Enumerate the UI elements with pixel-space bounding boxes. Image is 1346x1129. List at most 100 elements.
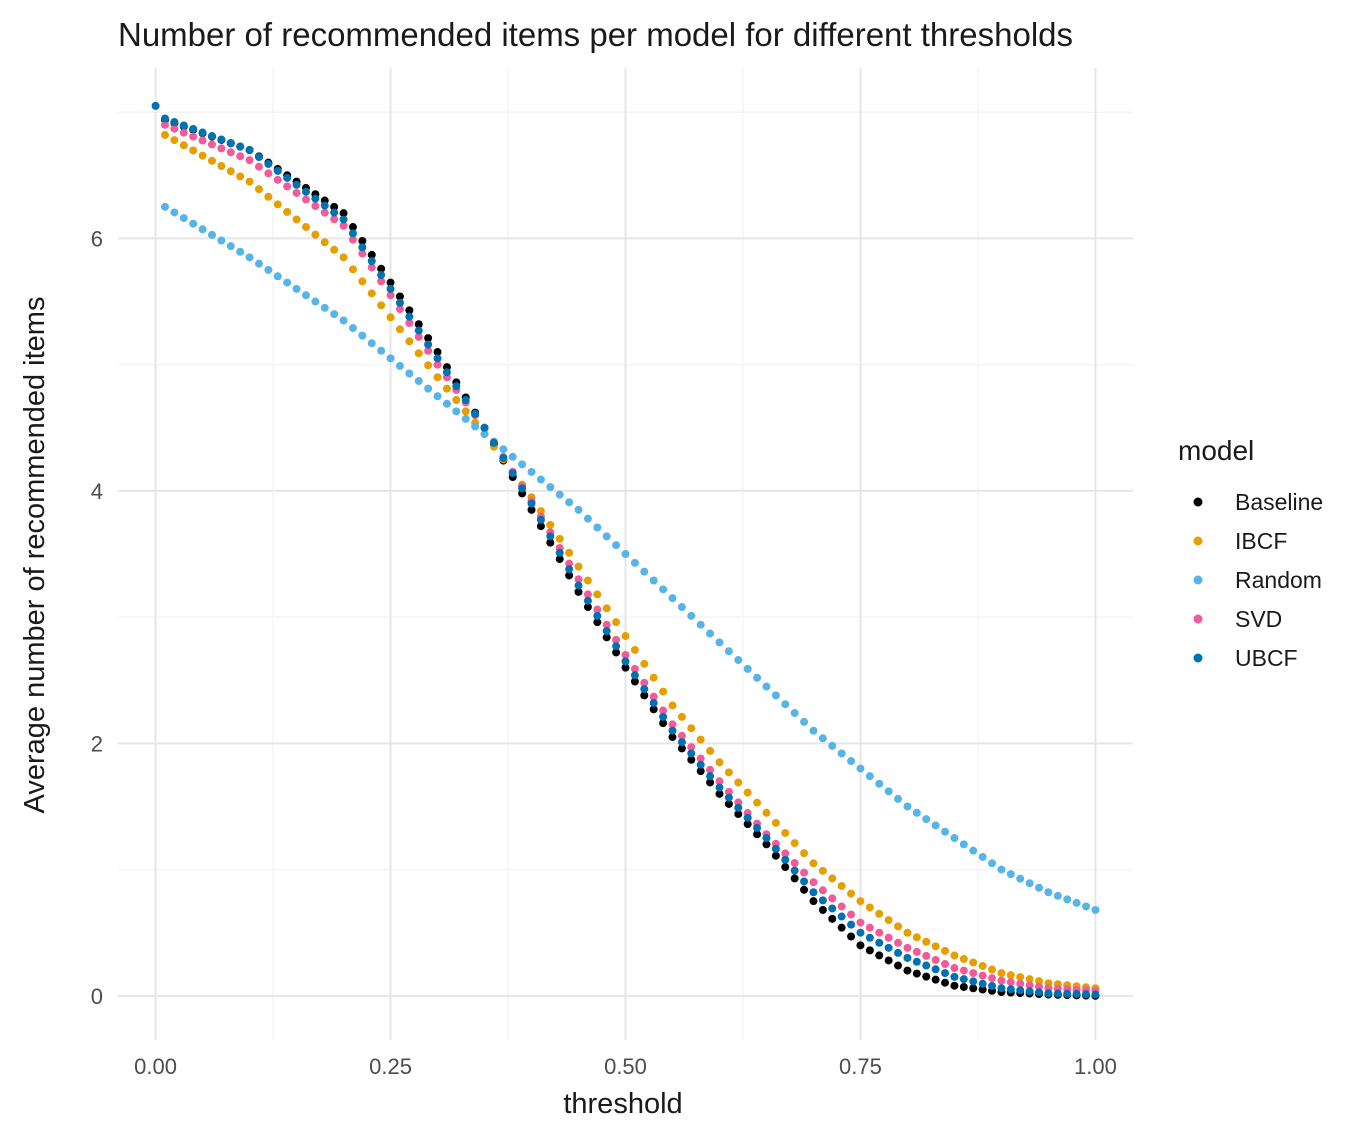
data-point: [781, 855, 790, 864]
data-point: [367, 250, 376, 259]
data-point: [254, 259, 263, 268]
data-point: [922, 815, 931, 824]
data-point: [668, 701, 677, 710]
data-point: [518, 484, 527, 493]
data-point: [471, 422, 480, 431]
data-point: [160, 120, 169, 129]
data-point: [593, 590, 602, 599]
data-point: [405, 306, 414, 315]
data-point: [536, 522, 545, 531]
data-point: [433, 354, 442, 363]
data-point: [724, 768, 733, 777]
data-point: [292, 188, 301, 197]
data-point: [301, 223, 310, 232]
data-point: [621, 550, 630, 558]
data-point: [696, 754, 705, 763]
data-point: [950, 834, 959, 843]
data-point: [931, 955, 940, 964]
data-point: [433, 392, 442, 401]
data-point: [254, 162, 263, 171]
data-point: [978, 962, 987, 971]
data-point: [386, 284, 395, 293]
data-point: [715, 783, 724, 792]
data-point: [414, 332, 423, 341]
data-point: [301, 195, 310, 204]
data-point: [452, 407, 461, 416]
data-point: [715, 638, 724, 647]
data-point: [583, 590, 592, 599]
data-point: [424, 361, 433, 370]
data-point: [283, 182, 292, 191]
x-axis-ticks: 0.00 0.25 0.50 0.75 1.00: [134, 1054, 1117, 1079]
data-point: [781, 828, 790, 837]
x-axis-title: threshold: [563, 1088, 682, 1120]
data-point: [207, 132, 216, 141]
data-point: [762, 682, 771, 691]
data-point: [602, 633, 611, 642]
data-point: [348, 324, 357, 333]
data-point: [950, 981, 959, 990]
data-point: [696, 767, 705, 776]
data-point: [959, 975, 968, 984]
data-point: [687, 749, 696, 758]
data-point: [875, 928, 884, 937]
data-point: [668, 733, 677, 742]
data-point: [941, 969, 950, 978]
data-point: [884, 956, 893, 965]
data-point: [358, 249, 367, 258]
data-point: [292, 215, 301, 224]
legend-label: Baseline: [1235, 489, 1323, 515]
data-point: [320, 238, 329, 247]
data-point: [565, 498, 574, 507]
data-point: [207, 140, 216, 149]
data-point: [790, 866, 799, 875]
data-point: [931, 942, 940, 951]
data-point: [659, 719, 668, 728]
data-point: [320, 208, 329, 217]
data-point: [612, 635, 621, 644]
data-point: [959, 966, 968, 975]
data-point: [687, 724, 696, 733]
y-axis-title: Average number of recommended items: [19, 297, 51, 814]
data-point: [903, 943, 912, 952]
data-point: [1016, 874, 1025, 883]
data-point: [640, 659, 649, 668]
data-point: [959, 982, 968, 991]
data-point: [696, 620, 705, 629]
data-point: [283, 207, 292, 216]
data-point: [771, 691, 780, 700]
data-point: [884, 943, 893, 952]
data-point: [245, 156, 254, 165]
data-point: [630, 645, 639, 654]
data-point: [743, 788, 752, 797]
data-point: [988, 965, 997, 974]
data-point: [189, 146, 198, 155]
data-point: [790, 709, 799, 718]
data-point: [386, 278, 395, 287]
data-point: [715, 758, 724, 767]
data-point: [405, 337, 414, 346]
data-point: [988, 981, 997, 990]
data-point: [207, 230, 216, 239]
series-svd: [160, 120, 1100, 995]
data-point: [1044, 989, 1053, 998]
data-points: [151, 101, 1100, 1000]
data-point: [668, 594, 677, 603]
data-point: [170, 136, 179, 145]
data-point: [997, 976, 1006, 985]
data-point: [424, 334, 433, 343]
data-point: [856, 928, 865, 937]
data-point: [706, 629, 715, 638]
data-point: [330, 208, 339, 217]
data-point: [508, 469, 517, 478]
legend-label: SVD: [1235, 606, 1282, 632]
data-point: [489, 438, 498, 447]
series-random: [160, 202, 1100, 914]
data-point: [612, 541, 621, 550]
data-point: [555, 548, 564, 557]
data-point: [283, 173, 292, 182]
data-point: [818, 896, 827, 905]
data-point: [330, 245, 339, 254]
data-point: [358, 243, 367, 252]
data-point: [950, 972, 959, 981]
